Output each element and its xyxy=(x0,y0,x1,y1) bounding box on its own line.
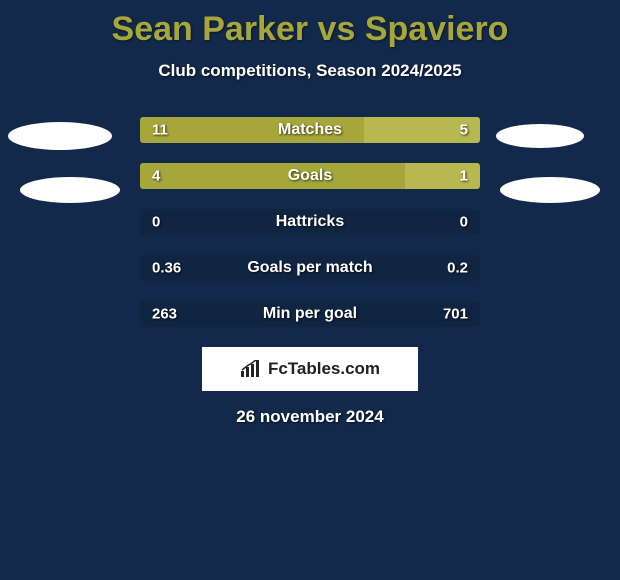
date-text: 26 november 2024 xyxy=(0,407,620,427)
stat-row: 263701Min per goal xyxy=(140,301,480,327)
chart-icon xyxy=(240,360,262,378)
avatar xyxy=(20,177,120,203)
avatar xyxy=(496,124,584,148)
source-badge-text: FcTables.com xyxy=(268,359,380,379)
page-title: Sean Parker vs Spaviero xyxy=(0,0,620,49)
stat-row: 41Goals xyxy=(140,163,480,189)
comparison-rows: 115Matches 41Goals 00Hattricks 0.360.2Goals… xyxy=(140,117,480,327)
stat-label: Hattricks xyxy=(140,213,480,231)
stat-label: Goals per match xyxy=(140,259,480,277)
avatar xyxy=(500,177,600,203)
stat-row: 00Hattricks xyxy=(140,209,480,235)
avatar xyxy=(8,122,112,150)
stat-label: Goals xyxy=(140,167,480,185)
stat-row: 115Matches xyxy=(140,117,480,143)
subtitle: Club competitions, Season 2024/2025 xyxy=(0,61,620,81)
stat-label: Min per goal xyxy=(140,305,480,323)
source-badge: FcTables.com xyxy=(202,347,418,391)
stat-row: 0.360.2Goals per match xyxy=(140,255,480,281)
stat-label: Matches xyxy=(140,121,480,139)
